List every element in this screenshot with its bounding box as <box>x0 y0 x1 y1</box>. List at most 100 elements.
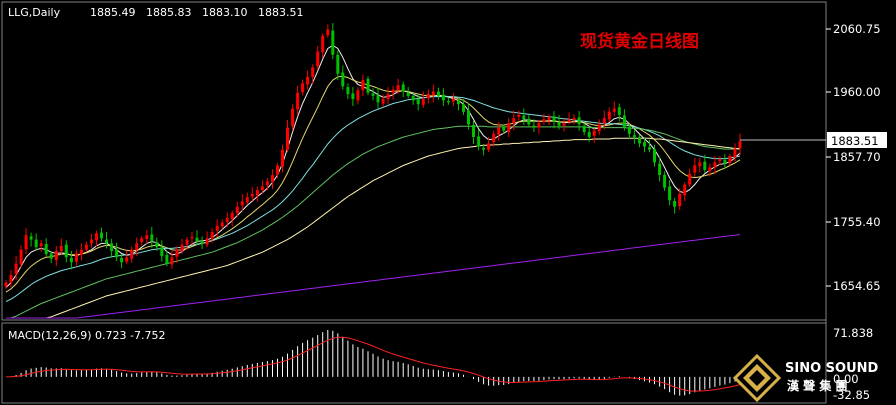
candle-body <box>4 282 8 287</box>
candle-body <box>497 127 501 135</box>
candle-body <box>693 165 697 173</box>
candle-body <box>19 249 23 265</box>
candle-body <box>462 104 465 112</box>
candle-body <box>160 247 164 257</box>
candle-body <box>678 194 682 206</box>
candle-body <box>507 123 511 132</box>
candle-body <box>517 114 521 117</box>
candle-body <box>69 257 73 263</box>
candle-body <box>492 133 496 143</box>
candle-body <box>271 175 274 182</box>
macd-layer <box>5 330 741 396</box>
candle-body <box>567 119 571 122</box>
candle-body <box>532 125 536 128</box>
candle-body <box>602 118 606 124</box>
candle-body <box>59 245 63 251</box>
candle-body <box>552 116 556 122</box>
candle-body <box>632 135 636 138</box>
current-price-box <box>827 132 887 148</box>
candle-body <box>477 136 481 147</box>
candle-body <box>215 225 219 231</box>
candle-body <box>482 147 486 150</box>
ohlc-open: 1885.49 <box>90 6 136 19</box>
candle-body <box>190 237 194 239</box>
candle-body <box>64 244 68 258</box>
symbol-label: LLG,Daily <box>8 6 61 19</box>
candle-body <box>331 30 335 55</box>
candle-body <box>663 175 667 188</box>
candle-body <box>74 253 78 262</box>
candle-body <box>688 173 692 185</box>
logo-chinese-text: 漢 聲 集 團 <box>787 378 848 393</box>
candle-body <box>537 123 541 128</box>
candle-body <box>401 84 405 92</box>
candle-body <box>276 165 279 175</box>
candle-body <box>451 99 455 102</box>
candle-body <box>175 249 179 257</box>
candle-body <box>125 257 129 262</box>
candle-body <box>487 143 491 150</box>
candle-body <box>220 222 224 227</box>
candle-body <box>145 235 149 239</box>
candle-body <box>361 80 365 91</box>
candle-body <box>49 253 53 259</box>
candle-body <box>472 125 475 137</box>
candle-body <box>381 99 385 104</box>
candle-body <box>542 119 546 122</box>
candle-body <box>250 194 254 197</box>
candle-body <box>170 257 174 265</box>
candle-body <box>235 206 239 213</box>
candle-body <box>376 95 380 103</box>
candle-body <box>441 94 445 101</box>
candle-body <box>738 141 742 149</box>
candle-body <box>346 87 350 95</box>
candle-body <box>577 117 581 125</box>
candle-body <box>436 91 440 96</box>
candle-body <box>416 99 420 105</box>
sino-sound-logo: SINO SOUND 漢 聲 集 團 <box>732 353 879 403</box>
candle-body <box>446 101 450 103</box>
ma-line-lightyellow <box>6 137 740 319</box>
candle-body <box>562 123 566 126</box>
candle-body <box>120 257 124 263</box>
price-axis: 2060.75 1960.00 1857.70 1755.40 1654.65 <box>826 22 881 293</box>
candle-body <box>54 251 58 260</box>
candle-body <box>547 116 551 120</box>
price-tick: 1755.40 <box>833 215 881 229</box>
candle-body <box>351 93 355 100</box>
candle-body <box>653 149 656 163</box>
candle-body <box>155 242 159 248</box>
candle-body <box>718 159 722 162</box>
candle-body <box>135 243 139 250</box>
candle-body <box>617 107 621 115</box>
candle-body <box>34 239 38 248</box>
candle-body <box>728 156 732 163</box>
candle-body <box>386 94 390 100</box>
candle-body <box>265 181 269 186</box>
price-tick: 1654.65 <box>833 279 881 293</box>
macd-label: MACD(12,26,9) 0.723 -7.752 <box>8 329 166 342</box>
candle-body <box>708 167 712 172</box>
candle-body <box>457 100 460 105</box>
candle-body <box>391 89 395 93</box>
macd-tick: 0.00 <box>833 372 859 386</box>
candle-body <box>79 249 83 255</box>
candle-body <box>200 240 204 244</box>
candle-body <box>90 239 93 244</box>
candle-body <box>150 234 154 241</box>
candle-body <box>673 201 677 207</box>
candle-body <box>110 243 114 251</box>
candle-body <box>286 127 289 150</box>
candle-body <box>44 244 48 255</box>
candle-body <box>467 110 470 125</box>
candle-body <box>648 147 651 150</box>
candle-body <box>100 232 103 239</box>
candle-body <box>612 108 616 112</box>
candle-body <box>115 249 119 258</box>
candle-body <box>14 263 18 274</box>
candle-body <box>658 163 662 175</box>
candle-body <box>260 186 264 191</box>
candle-body <box>165 254 169 264</box>
